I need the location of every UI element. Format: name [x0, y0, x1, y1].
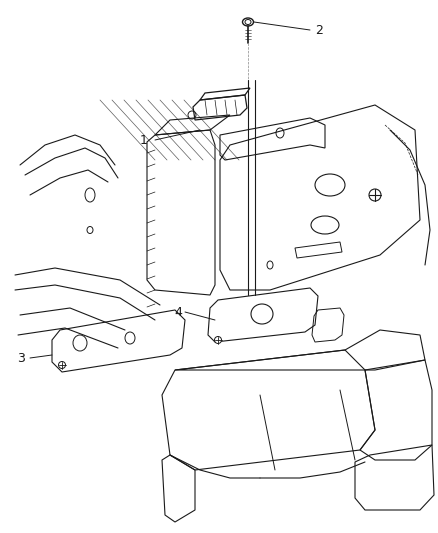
Ellipse shape	[59, 361, 66, 368]
Text: 2: 2	[315, 23, 323, 36]
Text: 1: 1	[140, 133, 148, 147]
Ellipse shape	[215, 336, 222, 343]
Text: 3: 3	[17, 351, 25, 365]
Ellipse shape	[369, 189, 381, 201]
Text: 4: 4	[174, 305, 182, 319]
